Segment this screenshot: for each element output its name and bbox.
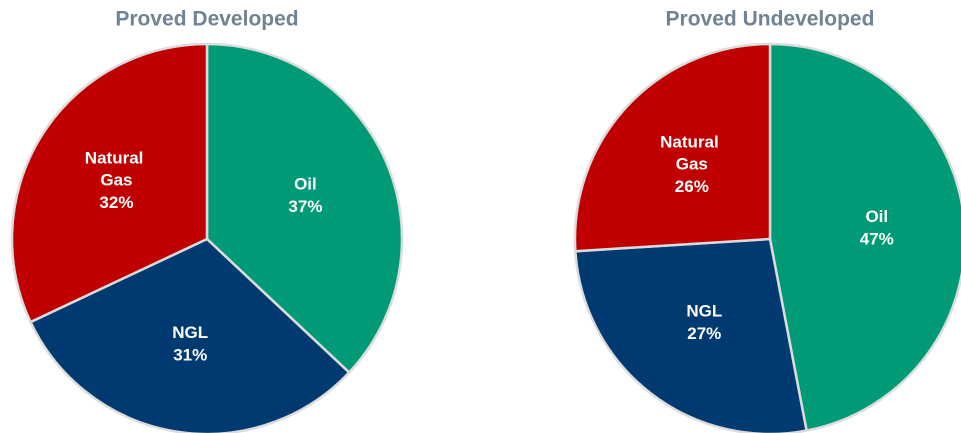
pie-slice bbox=[574, 237, 809, 433]
pie-slice bbox=[573, 42, 772, 253]
slice-category: Natural Gas bbox=[660, 133, 723, 174]
slice-value-label: 27% bbox=[687, 324, 721, 343]
chart-title: Proved Undeveloped bbox=[666, 8, 875, 31]
pie-slice bbox=[10, 42, 209, 324]
slice-category: Natural Gas bbox=[85, 149, 148, 190]
slice-value-label: 26% bbox=[675, 177, 709, 196]
pie-slice bbox=[205, 42, 404, 375]
pie-slice bbox=[28, 237, 351, 433]
slice-value-label: 37% bbox=[288, 197, 322, 216]
slice-category: NGL bbox=[686, 302, 722, 321]
slice-category: Oil bbox=[294, 175, 317, 194]
slice-value-label: 47% bbox=[860, 229, 894, 248]
slice-category: Oil bbox=[865, 207, 888, 226]
chart-title: Proved Developed bbox=[115, 8, 298, 31]
slice-value-label: 31% bbox=[173, 345, 207, 364]
slice-value-label: 32% bbox=[99, 193, 133, 212]
pie-slice bbox=[768, 42, 961, 433]
slice-category: NGL bbox=[172, 323, 208, 342]
